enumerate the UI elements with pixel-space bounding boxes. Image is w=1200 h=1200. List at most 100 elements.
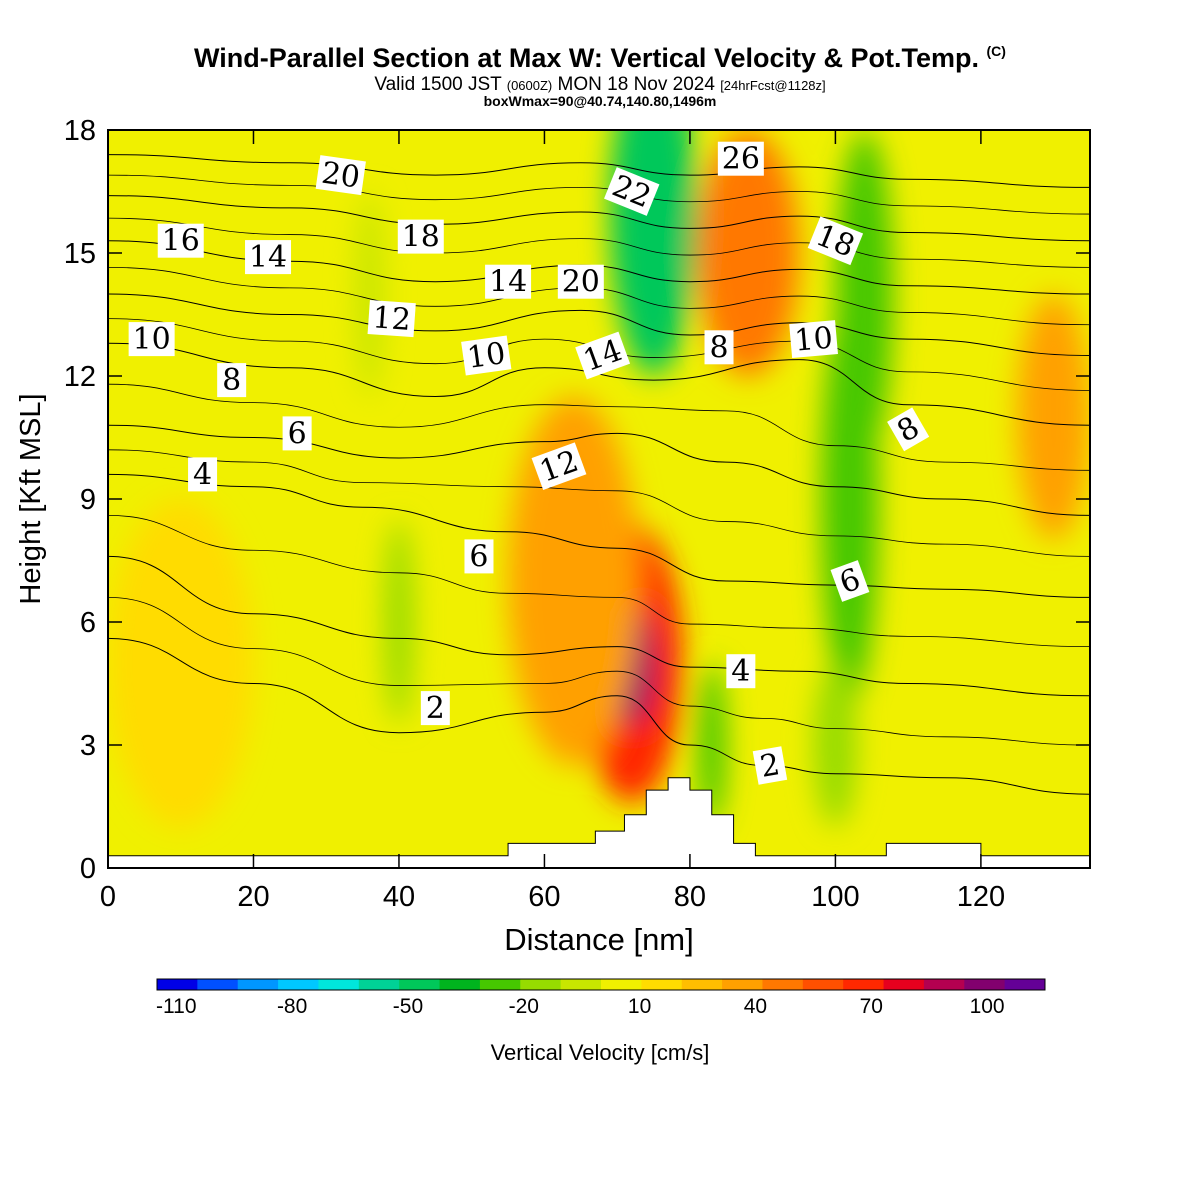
colorbar-tick-label: -80 bbox=[277, 995, 307, 1018]
contour-label: 2 bbox=[752, 746, 788, 785]
contour-label-box bbox=[717, 141, 764, 176]
w-feature-8 bbox=[355, 191, 385, 397]
w-feature-11 bbox=[108, 499, 254, 827]
contour-label-box bbox=[397, 219, 444, 254]
contour-label-box bbox=[367, 300, 416, 338]
contour-label-box bbox=[157, 223, 204, 258]
contour-label-text: 8 bbox=[709, 330, 728, 365]
w-feature-5 bbox=[609, 130, 698, 376]
contour-label-text: 2 bbox=[426, 691, 445, 726]
colorbar-bin bbox=[843, 979, 885, 990]
contour-label: 16 bbox=[157, 223, 204, 259]
contour-label-box bbox=[704, 330, 734, 365]
contour-label: 6 bbox=[830, 560, 870, 602]
contour-label-text: 14 bbox=[249, 240, 287, 275]
w-feature-6 bbox=[697, 130, 800, 376]
colorbar-bin bbox=[237, 979, 279, 990]
colorbar-bin bbox=[883, 979, 925, 990]
colorbar-bin bbox=[278, 979, 319, 990]
colorbar-tick-label: 70 bbox=[860, 995, 883, 1018]
contour-label-text: 26 bbox=[722, 142, 760, 177]
contour-label-box bbox=[464, 539, 494, 574]
contour-label-box bbox=[245, 240, 292, 275]
theta-contour-minor-6 bbox=[108, 217, 1090, 268]
contour-label: 4 bbox=[726, 654, 756, 689]
colorbar-frame bbox=[156, 978, 1046, 991]
contour-label: 8 bbox=[704, 330, 734, 365]
contour-label-box bbox=[188, 457, 218, 492]
contour-label-text: 6 bbox=[288, 416, 307, 451]
contour-label: 10 bbox=[128, 322, 175, 357]
theta-contour-minor-2 bbox=[108, 449, 1090, 557]
w-feature-9 bbox=[697, 663, 727, 827]
colorbar-bin bbox=[601, 979, 642, 990]
colorbar-label: Vertical Velocity [cm/s] bbox=[490, 1040, 710, 1065]
contour-label-box bbox=[485, 264, 532, 299]
contour-label: 12 bbox=[367, 300, 416, 338]
chart-title: Wind-Parallel Section at Max W: Vertical… bbox=[194, 43, 1006, 73]
colorbar-bin bbox=[318, 979, 360, 990]
y-axis-label: Height [Kft MSL] bbox=[15, 393, 47, 604]
colorbar-bin bbox=[439, 979, 481, 990]
y-tick-label: 6 bbox=[80, 607, 96, 639]
colorbar-tick-label: 40 bbox=[744, 995, 767, 1018]
colorbar-bin bbox=[681, 979, 723, 990]
contour-label-text: 20 bbox=[319, 156, 362, 196]
colorbar-bin bbox=[762, 979, 804, 990]
contour-label-box bbox=[789, 320, 838, 359]
contour-label: 20 bbox=[315, 155, 366, 196]
w-feature-12 bbox=[1017, 294, 1090, 540]
x-tick-label: 0 bbox=[100, 881, 116, 913]
contour-label-text: 10 bbox=[465, 336, 508, 376]
theta-contour-16 bbox=[108, 195, 1090, 242]
contour-label: 2 bbox=[420, 691, 450, 726]
contour-label-text: 10 bbox=[133, 322, 171, 357]
x-tick-label: 20 bbox=[237, 881, 269, 913]
contour-label: 26 bbox=[717, 141, 764, 177]
contour-label-text: 6 bbox=[469, 539, 488, 574]
w-feature-10 bbox=[813, 663, 858, 827]
theta-contour-minor-5 bbox=[108, 266, 1090, 326]
contour-label-box bbox=[575, 331, 631, 380]
contour-label-box bbox=[315, 155, 366, 196]
colorbar-bin bbox=[802, 979, 844, 990]
contour-label-box bbox=[420, 691, 450, 726]
contour-label-text: 4 bbox=[731, 654, 750, 689]
contour-label: 4 bbox=[188, 457, 218, 492]
colorbar-tick-label: -50 bbox=[393, 995, 423, 1018]
contour-label-box bbox=[461, 335, 512, 376]
colorbar-bin bbox=[479, 979, 521, 990]
y-tick-label: 12 bbox=[64, 361, 96, 393]
colorbar-bin bbox=[722, 979, 763, 990]
theta-contour-2 bbox=[108, 637, 1090, 795]
contour-label-box bbox=[752, 746, 788, 785]
contour-label: 14 bbox=[245, 240, 292, 275]
theta-contour-4 bbox=[108, 555, 1090, 697]
colorbar-tick-label: 100 bbox=[970, 995, 1005, 1018]
colorbar-bin bbox=[923, 979, 965, 990]
contour-label: 20 bbox=[557, 264, 604, 300]
contour-label: 8 bbox=[217, 363, 247, 398]
colorbar-bin bbox=[641, 979, 683, 990]
contour-label-text: 16 bbox=[162, 224, 200, 259]
contour-label: 6 bbox=[282, 416, 312, 451]
contour-label-box bbox=[557, 264, 604, 299]
theta-contour-minor-1 bbox=[108, 515, 1090, 647]
contour-label-text: 20 bbox=[562, 265, 600, 300]
field-blobs bbox=[108, 130, 1090, 827]
colorbar-bin bbox=[157, 979, 198, 990]
contour-label-text: 4 bbox=[193, 457, 212, 492]
terrain bbox=[107, 777, 1091, 869]
x-tick-label: 80 bbox=[674, 881, 706, 913]
w-feature-4 bbox=[835, 130, 894, 458]
contour-label-text: 10 bbox=[793, 321, 834, 359]
contour-label-box bbox=[807, 216, 864, 266]
contour-label: 6 bbox=[464, 539, 494, 574]
theta-contour-6 bbox=[108, 473, 1090, 598]
colorbar-bin bbox=[399, 979, 441, 990]
y-tick-label: 18 bbox=[64, 115, 96, 147]
colorbar-tick-label: -110 bbox=[156, 995, 196, 1018]
colorbar-bin bbox=[560, 979, 602, 990]
y-tick-label: 15 bbox=[64, 238, 96, 270]
